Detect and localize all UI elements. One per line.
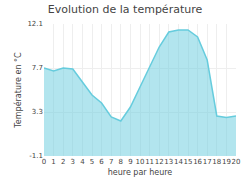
svg-text:4: 4 <box>80 158 85 166</box>
svg-text:12: 12 <box>155 158 164 166</box>
svg-text:-1.1: -1.1 <box>29 152 43 160</box>
svg-text:20: 20 <box>232 158 241 166</box>
svg-text:0: 0 <box>42 158 46 166</box>
svg-text:19: 19 <box>222 158 231 166</box>
svg-text:11: 11 <box>145 158 154 166</box>
svg-text:heure par heure: heure par heure <box>108 168 173 177</box>
svg-text:15: 15 <box>184 158 193 166</box>
svg-text:8: 8 <box>119 158 123 166</box>
svg-text:17: 17 <box>203 158 212 166</box>
svg-text:3: 3 <box>71 158 75 166</box>
svg-text:16: 16 <box>193 158 202 166</box>
svg-text:6: 6 <box>99 158 104 166</box>
svg-text:2: 2 <box>61 158 65 166</box>
svg-text:3.3: 3.3 <box>32 108 43 116</box>
svg-text:1: 1 <box>51 158 55 166</box>
svg-text:Evolution de la température: Evolution de la température <box>48 3 203 16</box>
svg-text:7.7: 7.7 <box>32 64 43 72</box>
svg-text:5: 5 <box>90 158 94 166</box>
svg-text:10: 10 <box>136 158 145 166</box>
svg-text:9: 9 <box>128 158 132 166</box>
svg-text:18: 18 <box>212 158 221 166</box>
svg-text:Température en °C: Température en °C <box>13 52 23 129</box>
svg-text:13: 13 <box>164 158 173 166</box>
svg-text:7: 7 <box>109 158 113 166</box>
svg-text:12.1: 12.1 <box>27 20 43 28</box>
svg-text:14: 14 <box>174 158 183 166</box>
